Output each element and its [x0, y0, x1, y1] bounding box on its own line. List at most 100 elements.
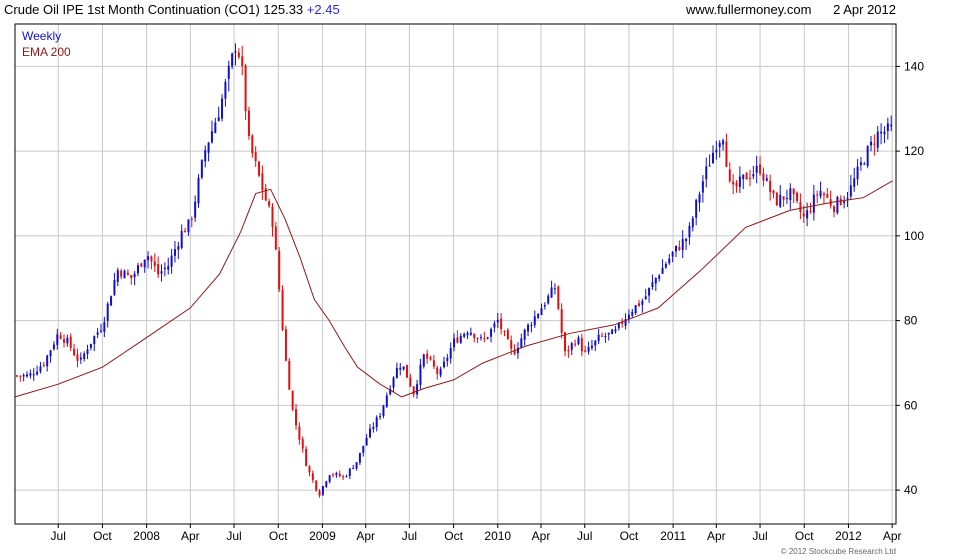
candle-body	[439, 368, 442, 376]
candle-body	[200, 160, 203, 178]
candle-body	[163, 267, 166, 270]
candle-body	[453, 338, 456, 348]
price-change: +2.45	[306, 2, 340, 17]
candle-body	[261, 173, 264, 191]
candle-body	[76, 354, 79, 361]
candle-body	[59, 335, 62, 339]
x-axis: Jul Oct 2008 Apr Jul Oct 2009 Apr Jul Oct 2010 Apr J…	[51, 524, 902, 543]
candle-body	[29, 373, 32, 376]
candle-body	[416, 384, 419, 395]
candle-body	[352, 468, 355, 470]
candle-body	[772, 190, 775, 194]
site-url[interactable]: www.fullermoney.com	[686, 2, 812, 17]
candle-body	[348, 468, 351, 476]
candle-body	[728, 169, 731, 181]
candle-body	[167, 266, 170, 270]
candle-body	[463, 334, 466, 337]
candle-body	[49, 350, 52, 357]
candle-body	[765, 178, 768, 181]
candle-body	[853, 178, 856, 187]
candle-body	[553, 288, 556, 290]
candle-body	[328, 475, 331, 482]
x-tick-label: 2010	[484, 529, 511, 543]
candle-body	[732, 181, 735, 185]
candle-body	[36, 371, 39, 375]
candle-body	[762, 173, 765, 181]
candle-body	[419, 364, 422, 385]
candle-body	[809, 210, 812, 212]
candle-body	[890, 124, 893, 127]
candle-body	[180, 230, 183, 248]
candle-body	[799, 202, 802, 212]
candle-body	[826, 194, 829, 198]
candle-body	[705, 166, 708, 180]
candle-body	[846, 198, 849, 200]
candle-body	[503, 331, 506, 333]
candle-body	[644, 296, 647, 299]
candle-body	[392, 377, 395, 388]
x-tick-label: Oct	[93, 529, 112, 543]
candle-body	[39, 366, 42, 372]
candle-body	[708, 165, 711, 167]
candle-body	[493, 323, 496, 328]
candle-body	[641, 300, 644, 305]
candle-body	[564, 332, 567, 352]
x-tick-label: Apr	[356, 529, 375, 543]
candle-body	[143, 259, 146, 268]
candle-body	[587, 347, 590, 352]
candlesticks	[15, 43, 893, 498]
candle-body	[332, 474, 335, 476]
candle-body	[523, 329, 526, 340]
candle-body	[748, 177, 751, 179]
copyright: © 2012 Stockcube Research Ltd	[781, 547, 896, 556]
x-tick-label: 2008	[133, 529, 160, 543]
candle-body	[126, 272, 129, 275]
x-tick-label: Jul	[402, 529, 417, 543]
candle-body	[701, 181, 704, 193]
candle-body	[678, 246, 681, 250]
candle-body	[402, 366, 405, 370]
candle-body	[412, 386, 415, 395]
candle-body	[540, 308, 543, 315]
candle-body	[409, 377, 412, 387]
candle-body	[217, 117, 220, 122]
candle-body	[752, 174, 755, 177]
candle-body	[661, 267, 664, 274]
candle-body	[520, 338, 523, 348]
candle-body	[405, 364, 408, 378]
candle-body	[668, 258, 671, 264]
candle-body	[506, 329, 509, 340]
candle-body	[15, 375, 18, 377]
candle-body	[399, 367, 402, 370]
candle-body	[822, 193, 825, 196]
candle-body	[338, 473, 341, 477]
candle-body	[880, 131, 883, 134]
candle-body	[147, 256, 150, 261]
candle-body	[527, 324, 530, 332]
x-tick-label: Apr	[707, 529, 726, 543]
candle-body	[278, 251, 281, 290]
x-tick-label: 2012	[835, 529, 862, 543]
candle-body	[870, 141, 873, 146]
candle-body	[849, 185, 852, 197]
candle-body	[426, 353, 429, 359]
candle-body	[86, 349, 89, 354]
candle-body	[486, 337, 489, 339]
candle-body	[873, 143, 876, 145]
candle-body	[577, 337, 580, 345]
candle-body	[150, 256, 153, 262]
candle-body	[210, 131, 213, 143]
y-tick-label: 100	[904, 229, 924, 243]
candle-body	[372, 426, 375, 429]
candle-body	[234, 51, 237, 53]
candle-body	[759, 164, 762, 174]
candle-body	[56, 334, 59, 345]
candle-body	[681, 239, 684, 250]
candle-body	[722, 140, 725, 145]
candle-body	[26, 374, 29, 377]
candle-body	[557, 286, 560, 309]
candle-body	[379, 416, 382, 418]
candle-body	[254, 151, 257, 162]
candle-body	[651, 282, 654, 287]
candle-body	[422, 354, 425, 367]
